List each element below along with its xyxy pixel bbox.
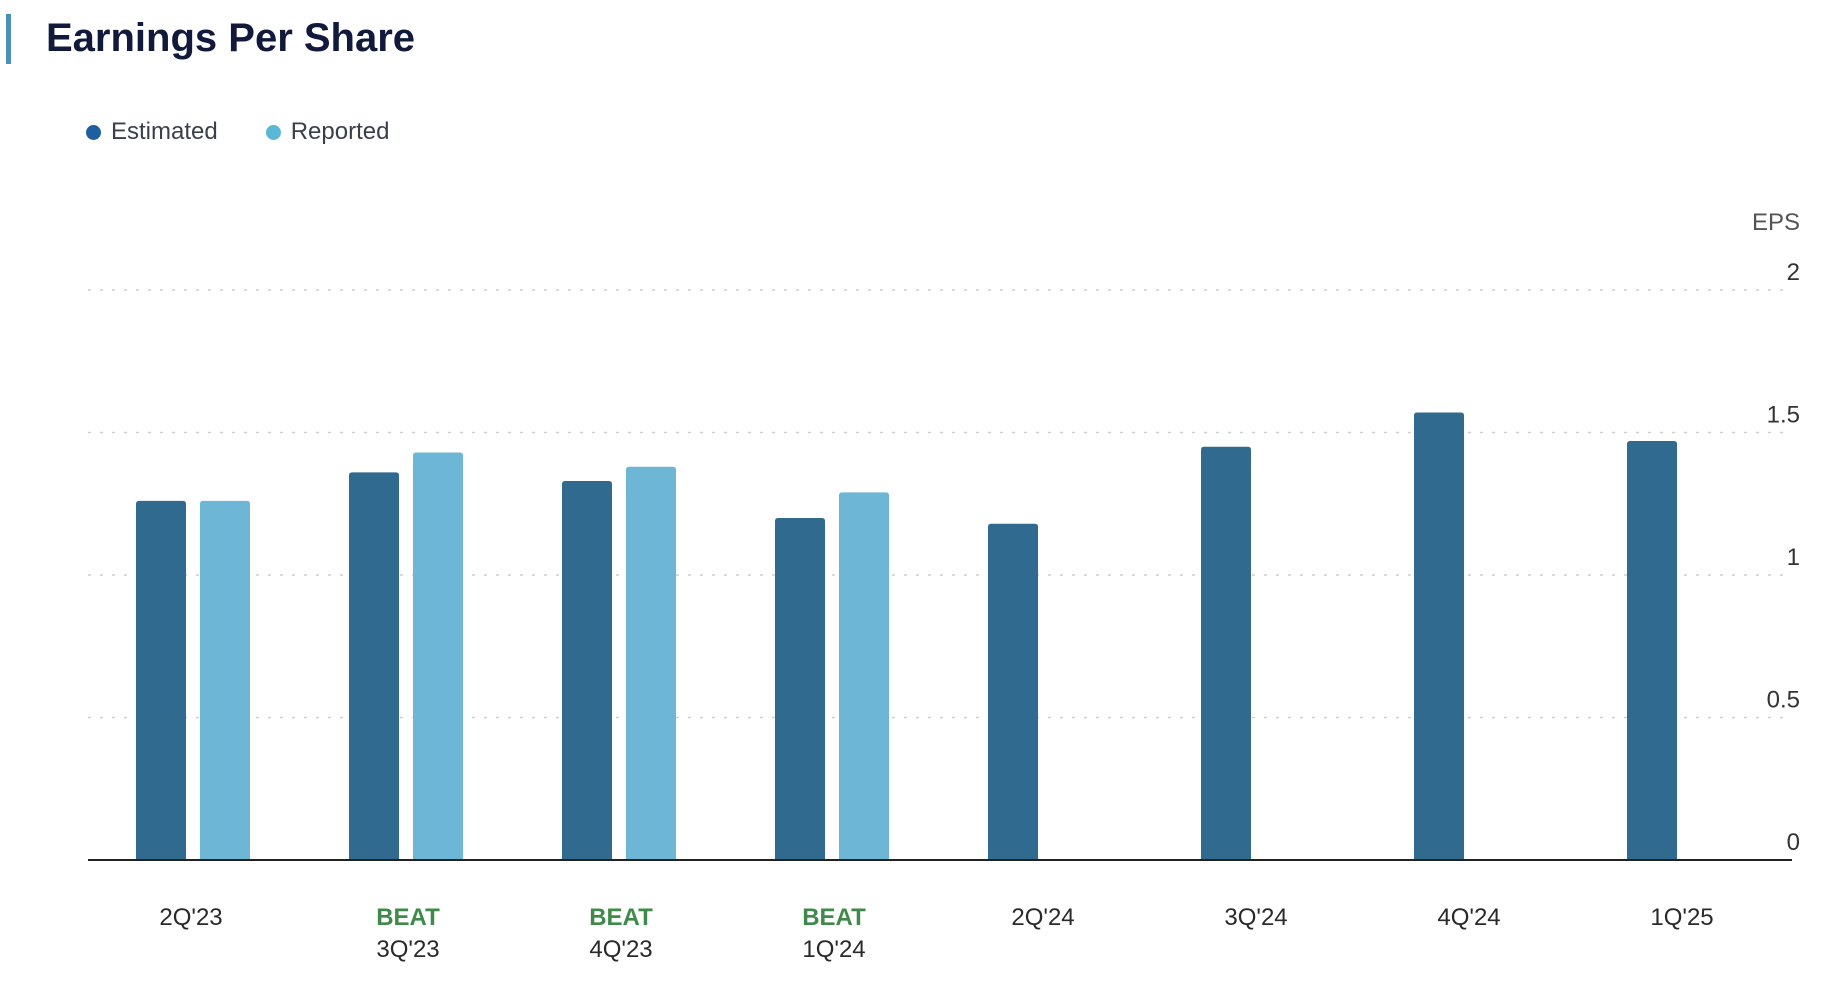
bar-estimated-3[interactable] [775,518,825,860]
x-tick-label: 3Q'24 [1224,904,1287,931]
bar-estimated-1[interactable] [349,472,399,860]
x-tick-label: 4Q'23 [589,936,652,963]
chart-legend: Estimated Reported [86,118,389,146]
legend-item-reported[interactable]: Reported [265,118,390,146]
x-tick-label: 2Q'23 [159,904,222,931]
legend-reported-label: Reported [290,118,390,145]
x-tick-label: 4Q'24 [1437,904,1500,931]
y-tick-label: 0 [1787,829,1800,856]
bar-reported-2[interactable] [626,466,676,860]
bar-estimated-2[interactable] [562,480,612,860]
chart-title: Earnings Per Share [46,16,416,60]
y-tick-label: 1.5 [1767,402,1800,429]
title-accent-bar [6,14,11,64]
gridlines [88,289,1792,719]
bars [136,412,1677,860]
y-tick-label: 2 [1787,259,1800,286]
bar-reported-0[interactable] [200,500,250,860]
bar-estimated-5[interactable] [1201,446,1251,860]
axis-labels: 0 0.5 1 1.5 2 EPS 2Q'23 BEAT 3Q'23 BEAT 4Q'23 BEAT 1… [159,209,1800,963]
bar-estimated-4[interactable] [988,523,1038,860]
bar-estimated-7[interactable] [1627,441,1677,860]
beat-badge-label: BEAT [802,904,866,931]
y-tick-label: 1 [1787,544,1800,571]
bar-estimated-6[interactable] [1414,412,1464,860]
beat-badge-label: BEAT [376,904,440,931]
bar-estimated-0[interactable] [136,500,186,860]
bar-reported-1[interactable] [413,452,463,860]
x-tick-label: 1Q'25 [1650,904,1713,931]
x-tick-label: 3Q'23 [376,936,439,963]
legend-estimated-label: Estimated [111,118,218,145]
x-tick-label: 1Q'24 [802,936,865,963]
bar-reported-3[interactable] [839,492,889,860]
y-axis-title: EPS [1752,209,1800,236]
x-tick-label: 2Q'24 [1011,904,1074,931]
legend-estimated-dot-icon [86,124,101,140]
beat-badge-label: BEAT [589,904,653,931]
y-tick-label: 0.5 [1767,687,1800,714]
legend-reported-dot-icon [265,124,281,140]
legend-item-estimated[interactable]: Estimated [86,118,218,146]
